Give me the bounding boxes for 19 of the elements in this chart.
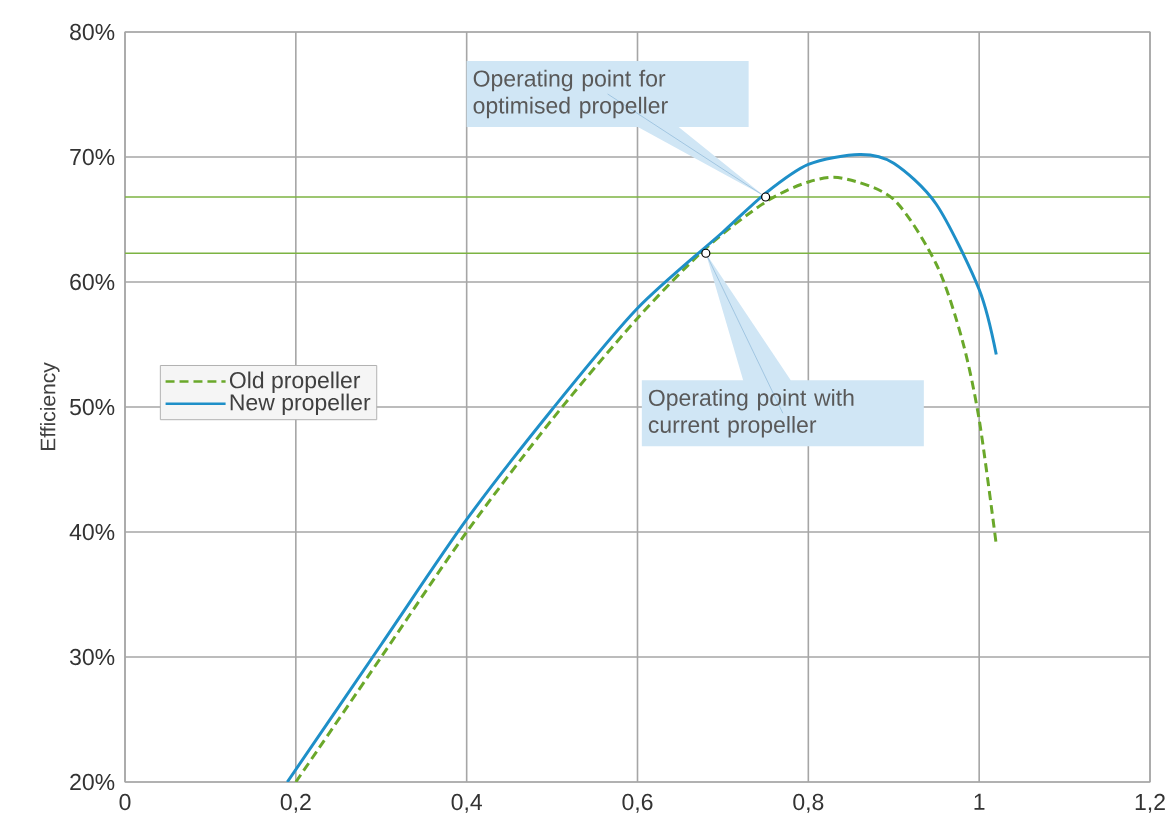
legend-label: New propeller (230, 393, 371, 416)
x-tick-label: 0,6 (622, 793, 653, 813)
y-tick-label: 20% (70, 773, 115, 791)
y-axis-title: Efficiency (39, 362, 60, 451)
annotation: Operating point with current propeller (648, 389, 854, 438)
y-tick-label: 40% (69, 523, 115, 541)
x-tick-label: 1 (974, 793, 985, 810)
y-tick-label: 50% (70, 398, 115, 416)
x-tick-label: 0,4 (451, 793, 482, 813)
x-tick-label: 0 (119, 793, 131, 811)
legend-label: Old propeller (229, 371, 361, 393)
y-tick-label: 80% (70, 23, 115, 41)
y-tick-label: 30% (69, 648, 115, 666)
annotation: Operating point for optimised propeller (473, 69, 668, 119)
y-tick-label: 60% (70, 273, 115, 291)
x-tick-label: 1,2 (1135, 793, 1165, 813)
x-tick-label: 0,8 (793, 793, 824, 813)
x-tick-label: 0,2 (280, 793, 311, 813)
y-tick-label: 70% (70, 148, 115, 166)
